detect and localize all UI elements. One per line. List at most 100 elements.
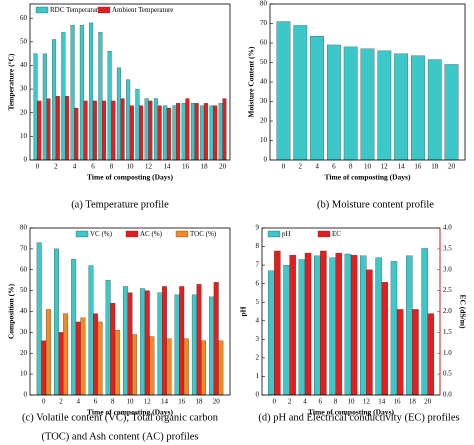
bar xyxy=(58,332,64,396)
y-tick-label: 40 xyxy=(20,307,28,315)
bar xyxy=(218,103,223,161)
y-tick-label: 3 xyxy=(256,335,260,343)
y-axis-title: Composition (%) xyxy=(7,283,16,339)
bar xyxy=(289,254,296,396)
y-tick-label: 0 xyxy=(24,391,28,399)
bar xyxy=(327,44,341,161)
y-tick-label: 30 xyxy=(20,328,28,336)
bar xyxy=(344,253,352,396)
bar xyxy=(276,21,291,161)
x-tick-label: 20 xyxy=(213,398,221,406)
bar xyxy=(293,25,308,161)
x-tick-label: 12 xyxy=(363,398,371,406)
legend-label: AC (%) xyxy=(140,230,163,238)
bar xyxy=(304,252,312,396)
y-tick-label: 40 xyxy=(260,78,268,86)
bar xyxy=(144,98,149,161)
x-tick-label: 18 xyxy=(201,163,209,171)
y-tick-label: 50 xyxy=(20,286,28,294)
bar xyxy=(176,103,181,161)
bar xyxy=(102,100,107,161)
x-tick-label: 14 xyxy=(398,163,406,171)
bar xyxy=(45,309,51,396)
bar xyxy=(375,257,382,396)
y-tick-label: 10 xyxy=(20,132,28,140)
bar xyxy=(421,248,428,396)
legend-swatch xyxy=(125,230,139,238)
bar xyxy=(166,107,171,161)
x-tick-label: 14 xyxy=(378,398,386,406)
bar xyxy=(144,290,150,396)
bar xyxy=(157,105,162,161)
y-tick-label: 30 xyxy=(260,97,268,105)
y-tick-label: 7 xyxy=(256,261,260,269)
bar xyxy=(88,265,94,396)
y-tick-label: 0 xyxy=(256,391,260,399)
bar xyxy=(274,250,281,396)
bar xyxy=(37,100,42,161)
x-tick-label: 2 xyxy=(54,163,58,171)
bar xyxy=(200,105,205,161)
bar xyxy=(381,282,388,396)
x-tick-label: 2 xyxy=(299,163,303,171)
y2-axis-title: EC (dS/m) xyxy=(458,295,467,329)
bar xyxy=(89,22,94,161)
legend-swatch xyxy=(75,230,89,238)
x-tick-label: 8 xyxy=(110,163,114,171)
bar xyxy=(310,36,324,161)
x-tick-label: 12 xyxy=(145,163,153,171)
y-tick-label: 20 xyxy=(20,349,28,357)
bar xyxy=(267,270,275,396)
x-tick-label: 16 xyxy=(178,398,186,406)
y-tick-label: 60 xyxy=(260,39,268,47)
bar xyxy=(183,338,189,396)
bar xyxy=(46,98,51,161)
bar xyxy=(412,309,419,396)
y2-tick-label: 0.5 xyxy=(443,370,452,378)
y-tick-label: 1 xyxy=(256,372,260,380)
x-tick-label: 0 xyxy=(282,163,286,171)
y-tick-label: 0 xyxy=(264,156,268,164)
bar xyxy=(153,98,158,161)
bar xyxy=(396,309,404,396)
x-tick-label: 4 xyxy=(77,398,81,406)
x-tick-label: 10 xyxy=(127,398,135,406)
y-tick-label: 6 xyxy=(256,279,260,287)
y-tick-label: 20 xyxy=(260,117,268,125)
x-tick-label: 16 xyxy=(414,163,422,171)
bar xyxy=(70,25,75,161)
bar xyxy=(350,254,358,396)
x-tick-label: 10 xyxy=(127,163,135,171)
x-tick-label: 0 xyxy=(36,163,40,171)
bar xyxy=(98,32,103,161)
y-tick-label: 80 xyxy=(20,224,28,232)
bar xyxy=(36,242,42,396)
caption: (c) Volatile content (VC), Total organic… xyxy=(22,412,219,423)
bar xyxy=(129,105,134,161)
x-tick-label: 2 xyxy=(59,398,63,406)
x-tick-label: 2 xyxy=(288,398,292,406)
bar xyxy=(110,302,116,396)
bar xyxy=(360,255,367,396)
bar xyxy=(209,296,215,396)
bar xyxy=(55,96,60,161)
bar xyxy=(52,39,57,161)
bar xyxy=(166,338,172,396)
bar xyxy=(65,96,70,161)
bar xyxy=(191,294,197,396)
y-tick-label: 8 xyxy=(256,242,260,250)
bar xyxy=(203,103,208,161)
legend-label: pH xyxy=(282,230,291,238)
plot-frame xyxy=(29,227,231,396)
y-tick-label: 30 xyxy=(20,85,28,93)
x-tick-label: 18 xyxy=(195,398,203,406)
plot-frame xyxy=(269,3,466,161)
x-tick-label: 16 xyxy=(182,163,190,171)
bar xyxy=(53,248,59,396)
legend-label: EC xyxy=(332,230,341,238)
bar xyxy=(120,98,125,161)
bar xyxy=(135,88,140,161)
y-axis-title: Temperature (°C) xyxy=(7,53,16,110)
bar xyxy=(71,259,77,396)
bar xyxy=(335,252,342,396)
